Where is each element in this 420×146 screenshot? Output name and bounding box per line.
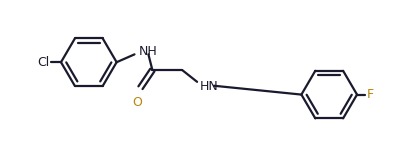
Text: O: O	[133, 96, 142, 109]
Text: F: F	[367, 88, 374, 101]
Text: NH: NH	[139, 45, 157, 58]
Text: Cl: Cl	[37, 56, 49, 69]
Text: HN: HN	[200, 80, 219, 93]
